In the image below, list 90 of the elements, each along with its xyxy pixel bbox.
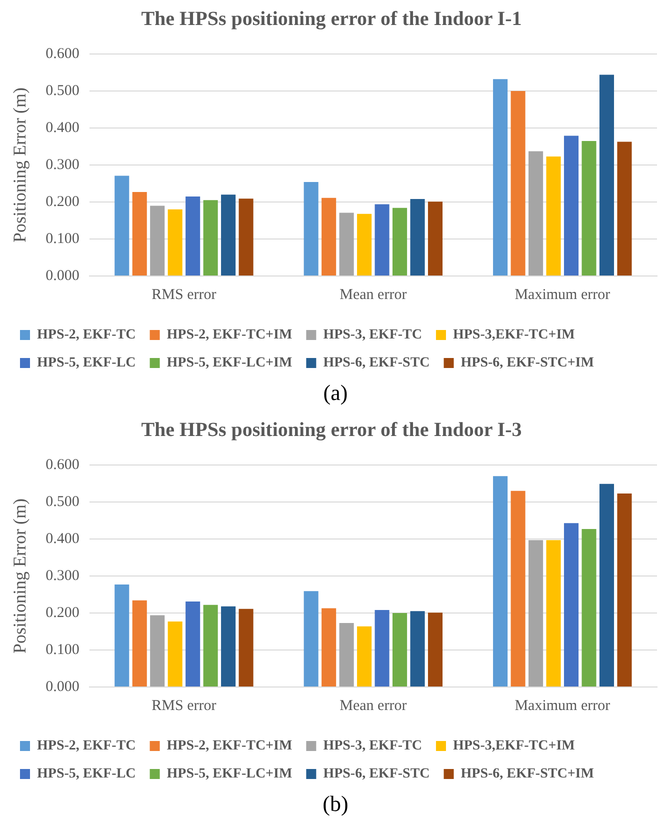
bar — [546, 156, 561, 276]
bar — [564, 136, 579, 276]
bar — [582, 140, 596, 276]
bar — [510, 490, 526, 686]
legend-label: HPS-6, EKF-STC — [323, 766, 430, 782]
y-tick-label: 0.300 — [46, 156, 80, 173]
bar — [186, 196, 200, 276]
legend-label: HPS-6, EKF-STC+IM — [460, 356, 594, 371]
bar — [493, 476, 508, 686]
chart-title: The HPSs positioning error of the Indoor I-1 — [141, 8, 522, 30]
bar — [168, 622, 182, 686]
text: (b) — [322, 791, 350, 818]
bar — [304, 591, 318, 686]
bar — [564, 523, 579, 686]
bar — [168, 209, 182, 276]
bar — [304, 182, 318, 276]
y-tick-label: 0.100 — [46, 642, 80, 658]
bar — [114, 584, 130, 686]
y-tick-label: 0.500 — [46, 494, 80, 510]
bar — [528, 540, 544, 686]
bar — [428, 612, 443, 686]
legend-label: HPS-6, EKF-STC — [323, 356, 430, 371]
bar — [410, 611, 425, 686]
bar — [339, 212, 354, 276]
legend-label: HPS-2, EKF-TC+IM — [166, 328, 292, 343]
x-tick-label: Mean error — [340, 698, 407, 714]
y-tick-label: 0.400 — [46, 530, 80, 547]
bar — [510, 91, 526, 276]
bar — [322, 608, 336, 686]
bar — [493, 79, 508, 276]
y-tick-label: 0.300 — [46, 568, 80, 584]
y-axis-title: Positioning Error (m) — [10, 88, 30, 242]
y-tick-label: 0.400 — [46, 120, 80, 136]
bar — [238, 608, 254, 686]
bar — [374, 204, 390, 276]
bar — [132, 600, 147, 686]
bar — [357, 214, 372, 276]
x-tick-label: Maximum error — [514, 286, 610, 303]
bar — [150, 615, 165, 686]
text: (a) — [322, 380, 349, 407]
legend-label: HPS-6, EKF-STC+IM — [460, 766, 594, 782]
bar — [322, 198, 336, 276]
x-tick-label: RMS error — [152, 286, 216, 303]
bar — [203, 200, 218, 276]
legend-label: HPS-3,EKF-TC+IM — [452, 328, 575, 343]
bar — [392, 613, 408, 686]
x-tick-label: Maximum error — [514, 698, 610, 714]
bar — [617, 142, 632, 276]
legend-label: HPS-3, EKF-TC — [323, 328, 422, 343]
bar — [339, 622, 354, 686]
legend-label: HPS-5, EKF-LC+IM — [166, 356, 292, 371]
y-tick-label: 0.100 — [46, 230, 80, 247]
bar — [203, 604, 218, 686]
legend-label: HPS-2, EKF-TC — [37, 328, 136, 343]
legend-label: HPS-3,EKF-TC+IM — [452, 738, 575, 754]
y-tick-label: 0.600 — [46, 46, 80, 62]
legend-label: HPS-5, EKF-LC — [37, 766, 136, 782]
y-tick-label: 0.000 — [46, 268, 80, 284]
bar — [186, 602, 200, 686]
bar — [238, 198, 254, 276]
y-axis-title: Positioning Error (m) — [10, 498, 30, 654]
y-tick-label: 0.500 — [46, 82, 80, 99]
bar — [546, 540, 561, 686]
bar — [357, 626, 372, 686]
bar — [528, 151, 544, 276]
bar — [374, 610, 390, 686]
chart-title: The HPSs positioning error of the Indoor I-3 — [141, 419, 522, 442]
bar — [221, 606, 236, 686]
legend-label: HPS-5, EKF-LC+IM — [166, 766, 292, 782]
bar — [132, 192, 147, 276]
bar — [599, 484, 614, 686]
legend-label: HPS-2, EKF-TC+IM — [166, 738, 292, 754]
y-tick-label: 0.200 — [46, 604, 80, 621]
legend-label: HPS-5, EKF-LC — [37, 356, 136, 371]
bar — [582, 529, 596, 686]
y-tick-label: 0.200 — [46, 194, 80, 210]
bar — [150, 206, 165, 276]
y-tick-label: 0.600 — [46, 456, 80, 473]
bar — [599, 74, 614, 276]
bar — [410, 199, 425, 276]
x-tick-label: Mean error — [340, 286, 407, 303]
bar — [617, 493, 632, 686]
y-tick-label: 0.000 — [46, 678, 80, 695]
bar — [221, 194, 236, 276]
x-tick-label: RMS error — [152, 698, 216, 714]
bar — [428, 202, 443, 276]
legend-label: HPS-2, EKF-TC — [37, 738, 136, 754]
bar — [392, 208, 408, 276]
bar — [114, 176, 130, 276]
legend-label: HPS-3, EKF-TC — [323, 738, 422, 754]
